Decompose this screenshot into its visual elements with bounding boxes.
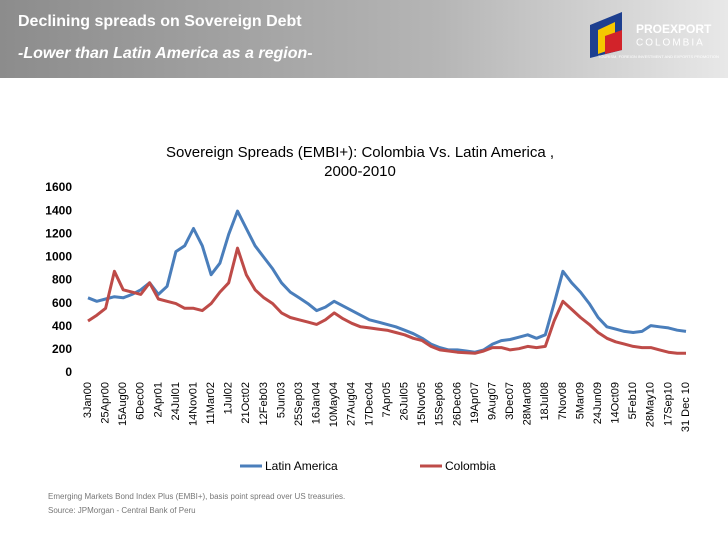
x-tick-label: 11Mar02 [205,382,217,425]
x-tick-label: 21Oct02 [240,382,252,424]
y-tick-label: 200 [52,342,72,356]
chart-title: Sovereign Spreads (EMBI+): Colombia Vs. … [166,144,554,161]
logo-tagline: TOURISM, FOREIGN INVESTMENT AND EXPORTS … [598,54,719,59]
logo-shape [605,30,622,54]
x-tick-label: 26Dec06 [451,382,463,426]
x-tick-label: 31 Dec 10 [680,382,692,432]
x-tick-label: 5Jun03 [275,382,287,418]
x-tick-label: 9Aug07 [486,382,498,420]
x-tick-label: 12Feb03 [258,382,270,425]
series-line [87,209,687,354]
x-tick-label: 3Dec07 [504,382,516,420]
header-title: Declining spreads on Sovereign Debt [18,13,302,30]
x-tick-label: 26Jul05 [398,382,410,421]
y-tick-label: 1600 [45,180,72,194]
series-line [87,246,686,355]
logo-country: COLOMBIA [636,38,705,49]
x-tick-label: 1Jul02 [223,382,235,414]
x-tick-label: 7Apr05 [381,382,393,417]
x-tick-label: 16Jan04 [311,382,323,424]
x-tick-label: 14Oct09 [610,382,622,424]
x-tick-label: 27Aug04 [346,382,358,426]
x-tick-label: 17Dec04 [363,382,375,426]
x-tick-label: 5Mar09 [574,382,586,419]
x-tick-label: 2Apr01 [152,382,164,417]
logo: PROEXPORT COLOMBIA TOURISM, FOREIGN INVE… [590,12,719,59]
x-tick-label: 10May04 [328,382,340,427]
x-tick-label: 6Dec00 [135,382,147,420]
legend-label: Colombia [445,459,496,473]
y-tick-label: 0 [65,365,72,379]
note: Source: JPMorgan - Central Bank of Peru [48,506,196,515]
y-tick-label: 1200 [45,226,72,240]
x-tick-label: 28Mar08 [522,382,534,425]
y-tick-label: 400 [52,319,72,333]
x-tick-label: 5Feb10 [627,382,639,419]
x-tick-label: 7Nov08 [557,382,569,420]
x-tick-label: 15Nov05 [416,382,428,426]
note: Emerging Markets Bond Index Plus (EMBI+)… [48,492,345,501]
x-tick-label: 15Aug00 [117,382,129,426]
x-tick-label: 17Sep10 [662,382,674,426]
chart-title: 2000-2010 [324,163,396,180]
x-tick-label: 14Nov01 [187,382,199,426]
x-tick-label: 25Sep03 [293,382,305,426]
y-tick-label: 800 [52,273,72,287]
y-tick-label: 1000 [45,250,72,264]
logo-name: PROEXPORT [636,22,712,36]
y-tick-label: 600 [52,296,72,310]
x-tick-label: 24Jul01 [170,382,182,421]
y-tick-label: 1400 [45,203,72,217]
x-tick-label: 18Jul08 [539,382,551,421]
x-tick-label: 24Jun09 [592,382,604,424]
x-tick-label: 28May10 [645,382,657,427]
x-tick-label: 19Apr07 [469,382,481,424]
x-tick-label: 3Jan00 [82,382,94,418]
legend-label: Latin America [265,459,338,473]
x-tick-label: 25Apr00 [99,382,111,424]
x-tick-label: 15Sep06 [434,382,446,426]
header-subtitle: -Lower than Latin America as a region- [18,45,313,62]
